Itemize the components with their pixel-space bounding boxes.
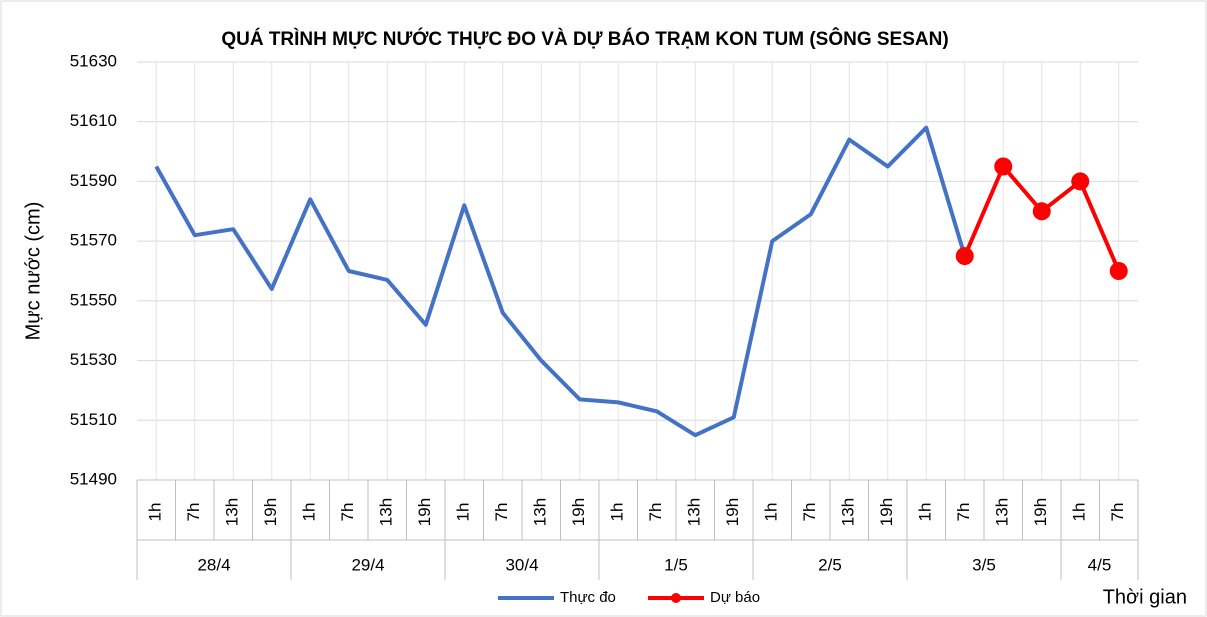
x-tick-label: 19h [569, 498, 588, 526]
x-tick-label: 1h [1070, 503, 1089, 522]
y-tick-label: 51590 [70, 171, 117, 190]
x-group-label: 1/5 [664, 555, 688, 574]
x-group-label: 29/4 [351, 555, 384, 574]
y-tick-label: 51490 [70, 469, 117, 488]
x-tick-label: 1h [916, 503, 935, 522]
x-axis-label: Thời gian [1103, 586, 1187, 608]
x-tick-label: 13h [223, 498, 242, 526]
x-group-label: 30/4 [505, 555, 538, 574]
x-tick-label: 7h [954, 503, 973, 522]
series-marker [1109, 262, 1128, 280]
x-tick-label: 13h [839, 498, 858, 526]
legend-label: Dự báo [710, 589, 760, 606]
x-tick-label: 7h [800, 503, 819, 522]
x-tick-label: 19h [723, 498, 742, 526]
x-group-label: 3/5 [972, 555, 996, 574]
x-tick-label: 7h [184, 503, 203, 522]
x-tick-label: 1h [608, 503, 627, 522]
x-tick-label: 1h [454, 503, 473, 522]
chart-title: QUÁ TRÌNH MỰC NƯỚC THỰC ĐO VÀ DỰ BÁO TRẠ… [221, 28, 948, 50]
y-tick-label: 51630 [70, 51, 117, 70]
y-tick-label: 51550 [70, 290, 117, 309]
x-tick-label: 7h [1108, 503, 1127, 522]
series-marker [1032, 202, 1051, 221]
y-tick-label: 51610 [70, 111, 117, 130]
x-group-label: 28/4 [197, 555, 230, 574]
x-tick-label: 7h [646, 503, 665, 522]
x-tick-label: 19h [877, 498, 896, 526]
y-tick-label: 51530 [70, 350, 117, 369]
x-group-label: 4/5 [1088, 555, 1112, 574]
legend-label: Thực đo [560, 589, 616, 606]
x-tick-label: 1h [762, 503, 781, 522]
series-marker [994, 157, 1013, 176]
series-marker [955, 247, 974, 266]
y-tick-label: 51570 [70, 231, 117, 250]
x-group-label: 2/5 [818, 555, 842, 574]
x-tick-label: 13h [993, 498, 1012, 526]
x-tick-label: 13h [377, 498, 396, 526]
x-tick-label: 1h [146, 503, 165, 522]
series-marker [1071, 172, 1090, 191]
x-tick-label: 19h [261, 498, 280, 526]
x-tick-label: 7h [338, 503, 357, 522]
x-tick-label: 19h [415, 498, 434, 526]
y-axis-label: Mực nước (cm) [22, 202, 44, 341]
x-tick-label: 13h [685, 498, 704, 526]
series-line [154, 125, 967, 438]
x-tick-label: 13h [531, 498, 550, 526]
legend-marker [671, 593, 681, 603]
y-tick-label: 51510 [70, 410, 117, 429]
x-tick-label: 7h [492, 503, 511, 522]
x-tick-label: 19h [1031, 498, 1050, 526]
x-tick-label: 1h [300, 503, 319, 522]
